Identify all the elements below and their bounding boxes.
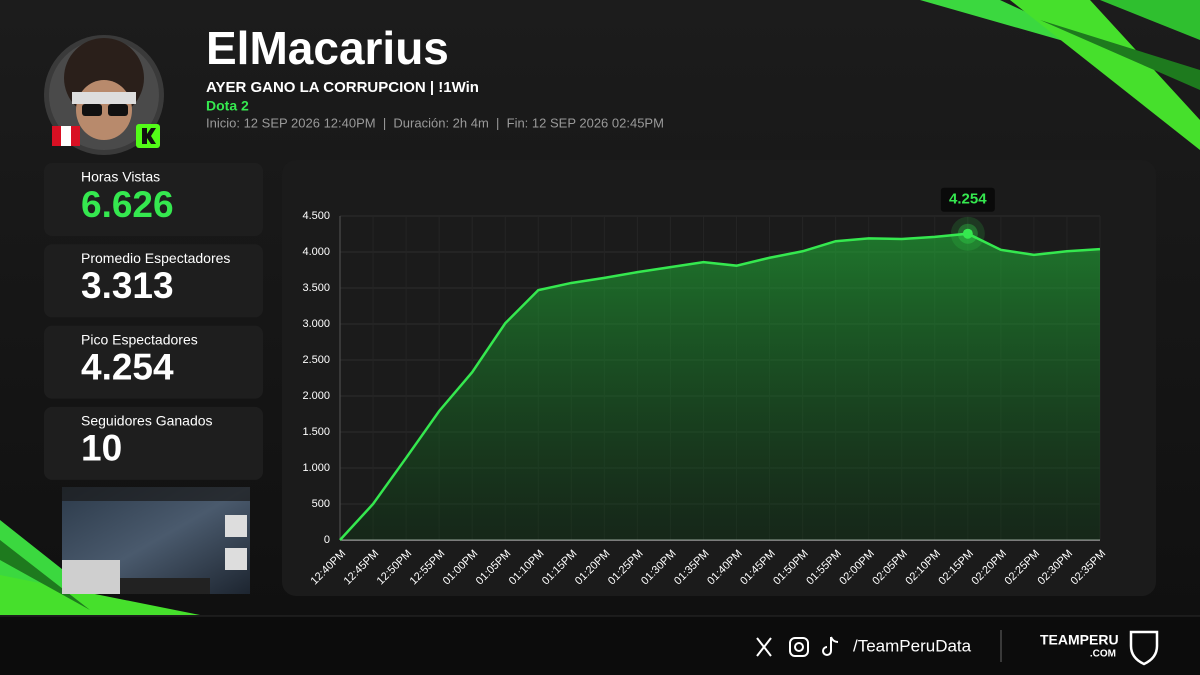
stat-card (44, 163, 263, 236)
stat-value: 6.626 (81, 184, 174, 225)
peak-label: 4.254 (949, 191, 987, 208)
y-tick-label: 1.500 (302, 426, 330, 438)
line (339, 232, 1101, 541)
brand-suffix: .COM (1090, 649, 1116, 660)
stat-label: Pico Espectadores (81, 331, 198, 347)
peak-label-bg (940, 187, 995, 212)
y-tick-label: 4.500 (302, 210, 330, 222)
y-tick-label: 2.000 (302, 390, 330, 402)
stat-value: 3.313 (81, 265, 174, 306)
game: Dota 2 (206, 98, 249, 114)
stat-value: 10 (81, 428, 122, 469)
y-tick-label: 2.500 (302, 354, 330, 366)
stat-value: 4.254 (81, 346, 174, 387)
y-tick-label: 3.500 (302, 282, 330, 294)
y-tick-label: 3.000 (302, 318, 330, 330)
brand-logo (1129, 630, 1159, 666)
stat-label: Promedio Espectadores (81, 250, 230, 266)
stat-label: Seguidores Ganados (81, 413, 213, 429)
stat-card (44, 325, 263, 399)
social-handle: /TeamPeruData (853, 636, 972, 655)
avatar (44, 35, 164, 155)
area (340, 233, 1100, 540)
footer (0, 616, 1200, 675)
streamer-name: ElMacarius (206, 22, 449, 74)
stat-card (44, 244, 263, 318)
stat-label: Horas Vistas (81, 169, 160, 185)
stat-card (44, 406, 263, 480)
thumbnail (62, 487, 250, 594)
peak-point (962, 228, 973, 239)
y-tick-label: 4.000 (302, 246, 330, 258)
y-tick-label: 0 (324, 534, 330, 546)
brand: TEAMPERU (1040, 632, 1119, 648)
y-tick-label: 1.000 (302, 462, 330, 474)
social-icons (756, 636, 839, 657)
stream-meta: Inicio: 12 SEP 2026 12:40PM | Duración: … (206, 115, 664, 130)
stream-title: AYER GANO LA CORRUPCION | !1Win (206, 79, 479, 96)
y-tick-label: 500 (312, 498, 330, 510)
